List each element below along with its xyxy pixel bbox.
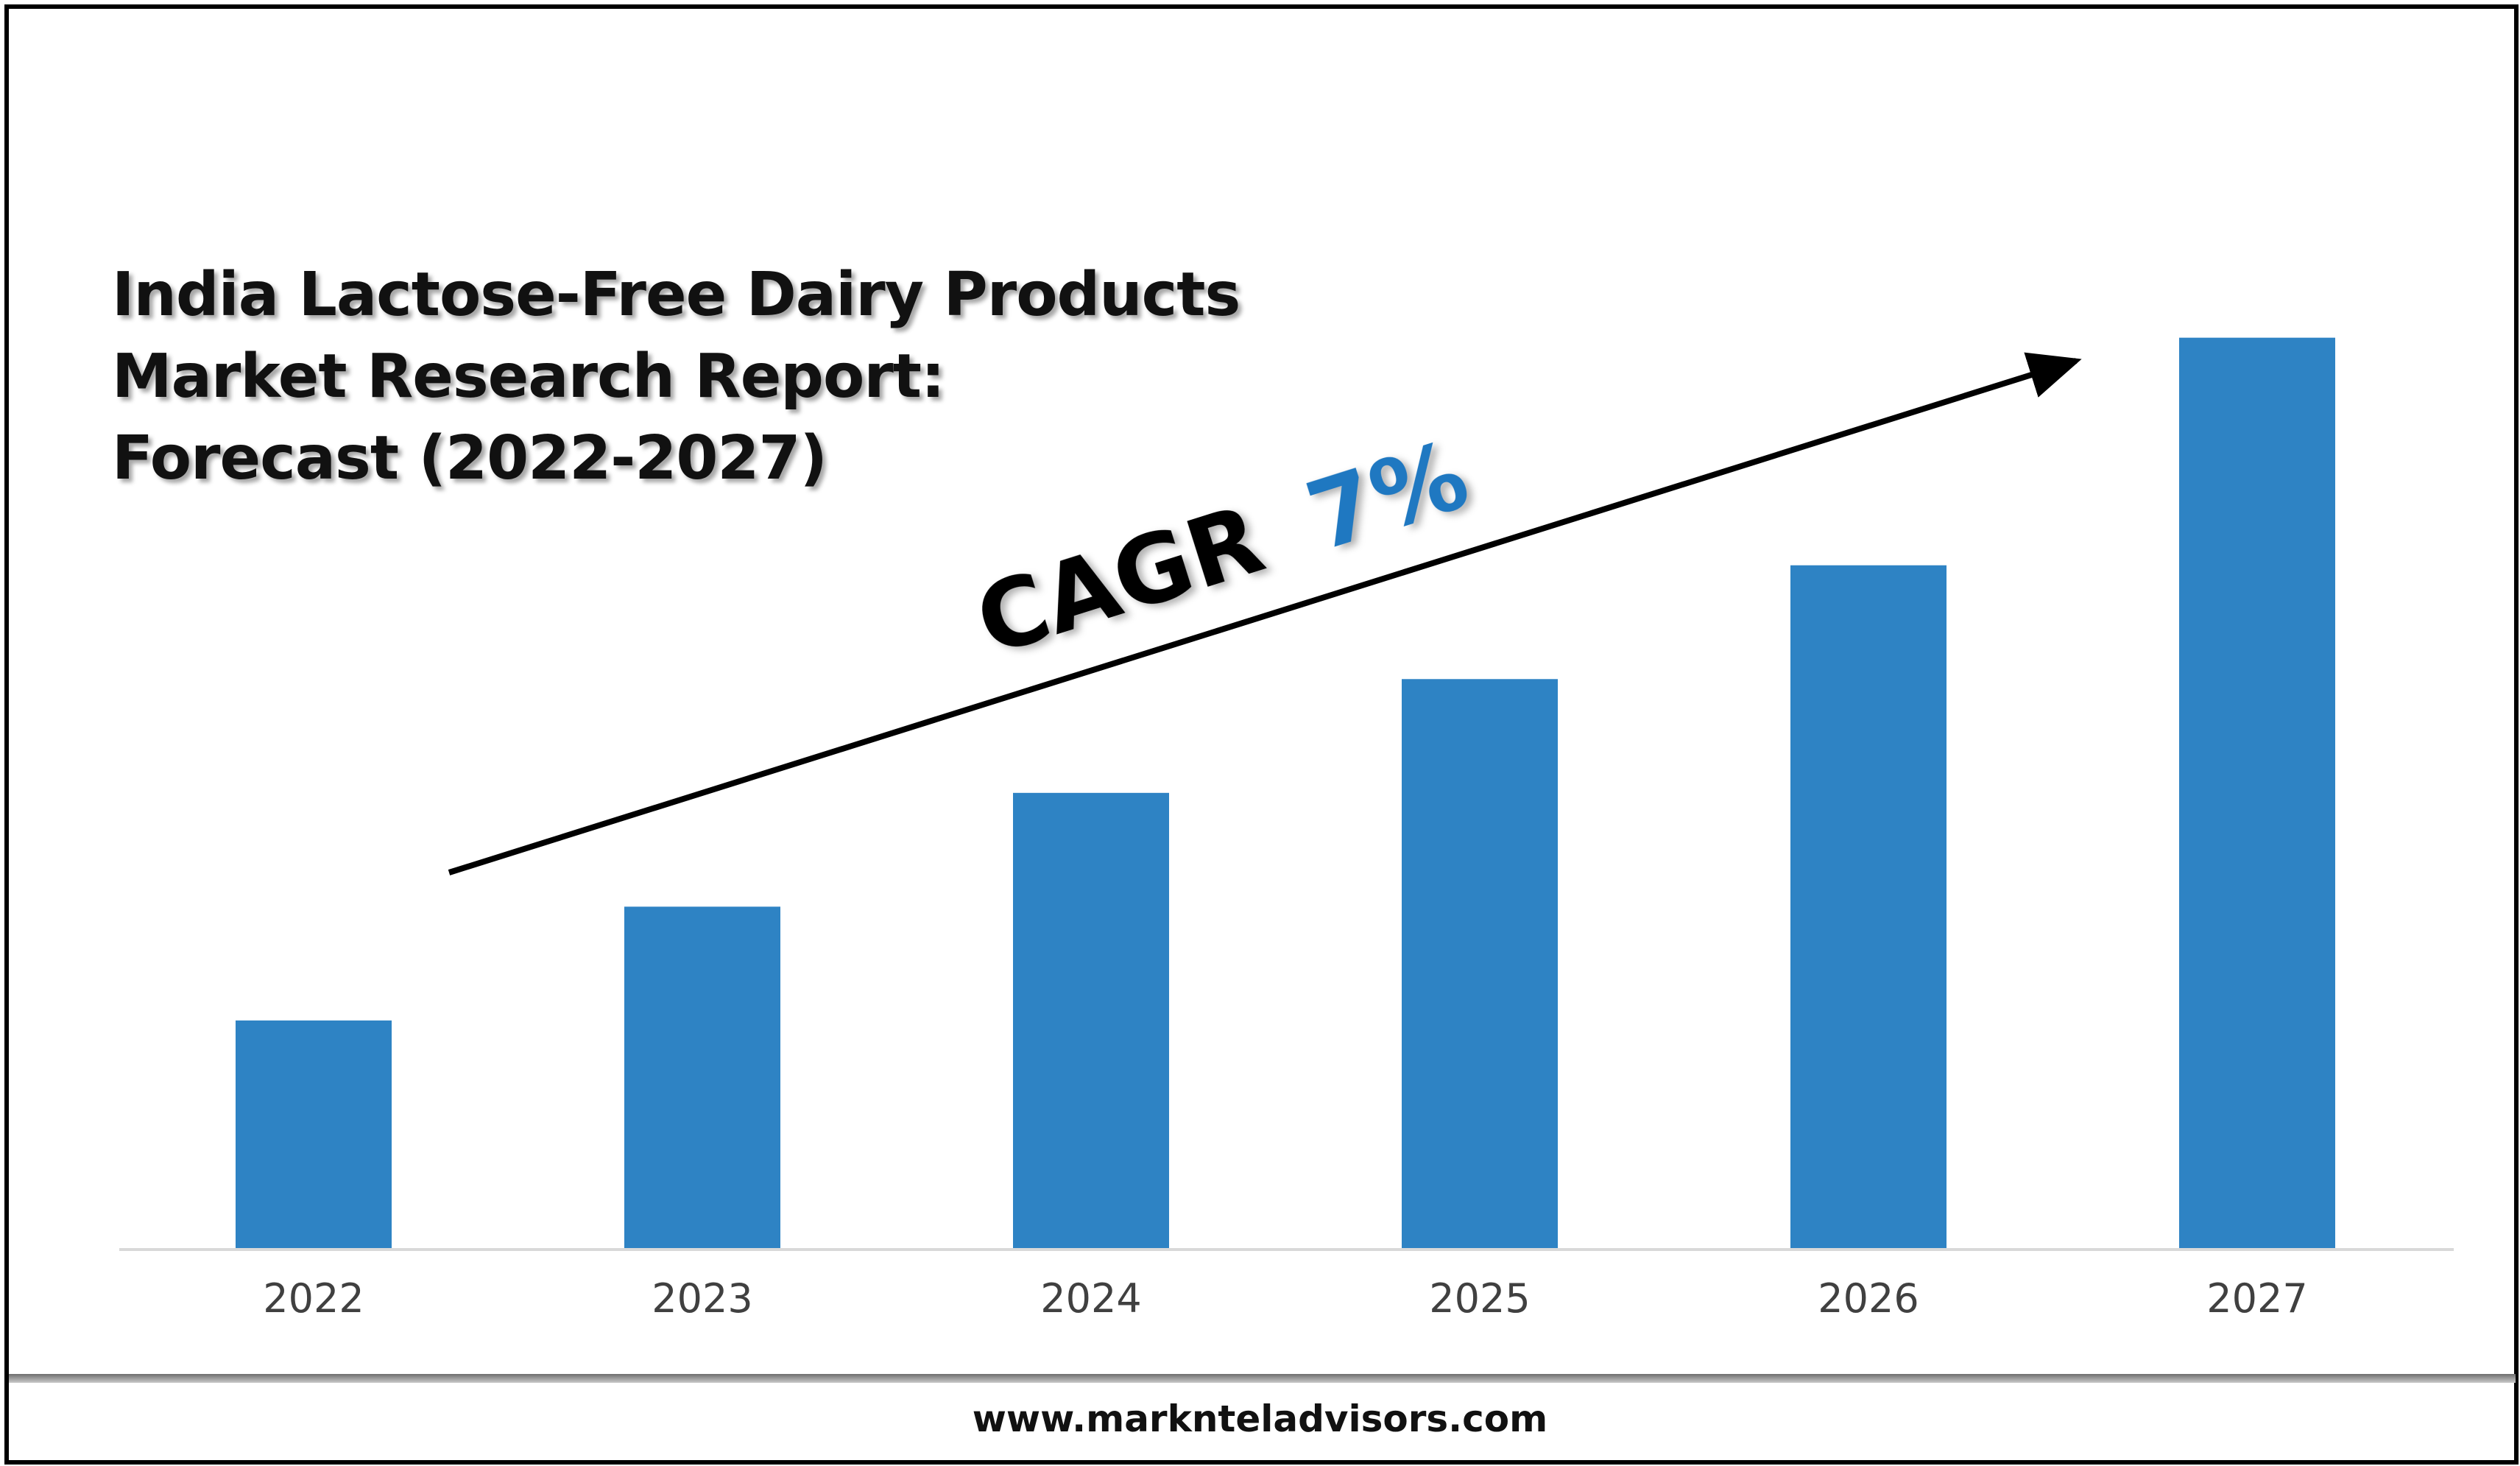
footer-website: www.marknteladvisors.com	[972, 1398, 1548, 1440]
chart-title-line-3: Forecast (2022-2027)	[112, 423, 827, 493]
chart-title-line-1: India Lactose-Free Dairy Products	[112, 260, 1240, 330]
x-tick-label-2022: 2022	[263, 1275, 364, 1322]
bar-2027	[2179, 337, 2335, 1248]
chart-title: India Lactose-Free Dairy Products Market…	[112, 254, 1240, 499]
bar-2025	[1402, 679, 1558, 1248]
x-tick-label-2027: 2027	[2206, 1275, 2307, 1322]
x-tick-labels: 2022 2023 2024 2025 2026 2027	[263, 1275, 2307, 1322]
trend-arrow	[448, 352, 2082, 875]
x-tick-label-2023: 2023	[652, 1275, 752, 1322]
bar-2022	[236, 1020, 392, 1248]
bar-2024	[1013, 792, 1169, 1248]
bar-2023	[624, 906, 780, 1248]
chart-title-line-2: Market Research Report:	[112, 342, 945, 412]
x-tick-label-2026: 2026	[1818, 1275, 1919, 1322]
footer-divider	[9, 1374, 2516, 1383]
cagr-prefix: CAGR	[964, 484, 1276, 677]
bar-2026	[1790, 565, 1947, 1248]
cagr-value: 7%	[1295, 420, 1480, 572]
chart-frame	[4, 4, 2519, 1465]
x-tick-label-2024: 2024	[1040, 1275, 1141, 1322]
x-tick-label-2025: 2025	[1429, 1275, 1530, 1322]
bars	[236, 337, 2335, 1248]
